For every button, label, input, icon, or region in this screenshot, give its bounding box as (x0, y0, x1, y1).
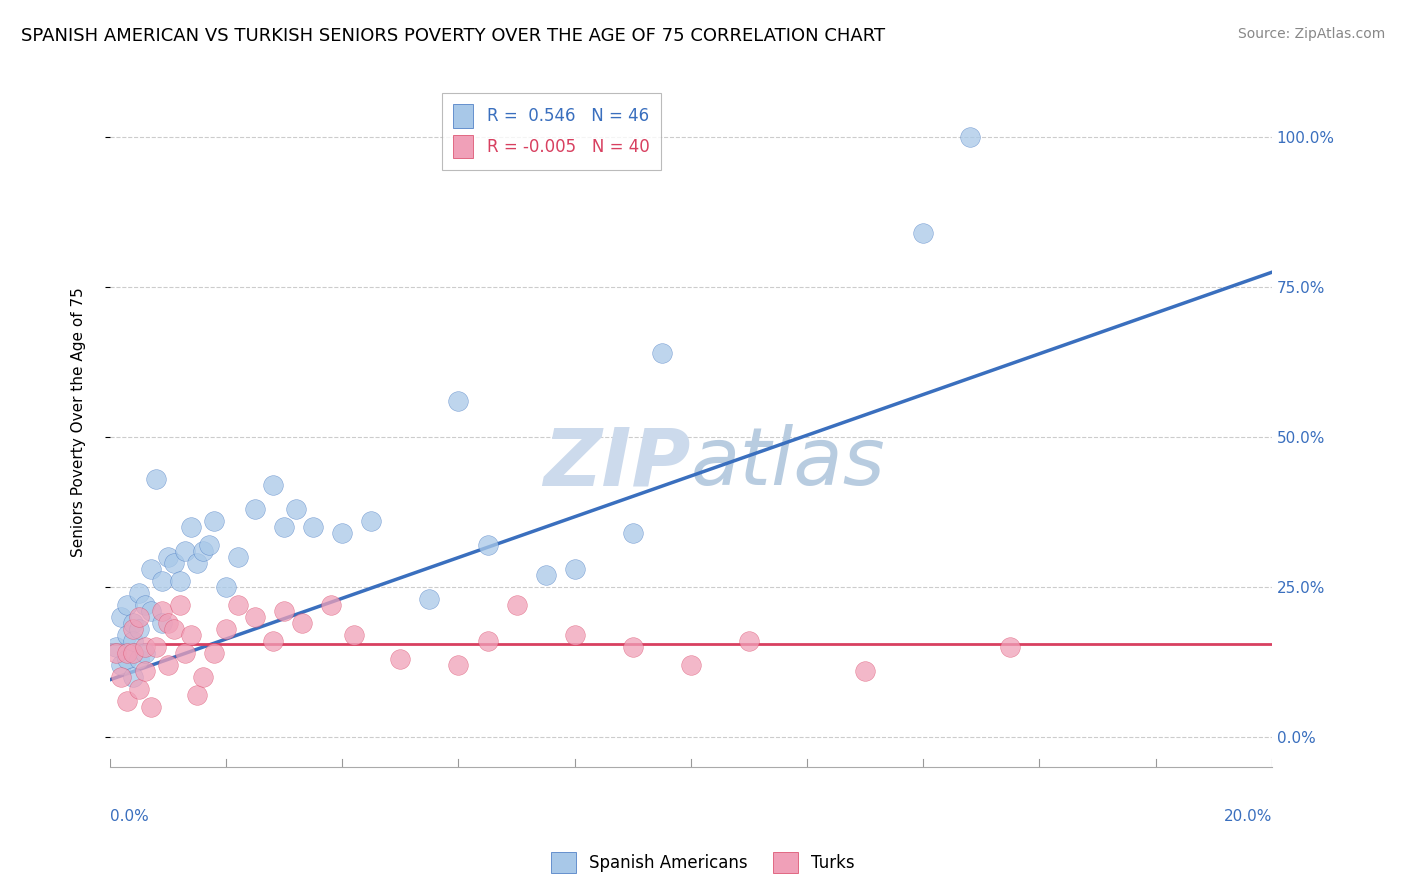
Text: atlas: atlas (690, 425, 886, 502)
Point (621, 640, 644, 654)
Point (139, 604, 162, 618)
Point (197, 538, 219, 552)
Legend: Spanish Americans, Turks: Spanish Americans, Turks (544, 846, 862, 880)
Point (330, 525, 353, 540)
Point (226, 598, 249, 612)
Point (117, 598, 139, 612)
Point (117, 694, 139, 708)
Point (360, 514, 382, 528)
Point (128, 622, 150, 636)
Point (139, 699, 162, 714)
Legend: R =  0.546   N = 46, R = -0.005   N = 40: R = 0.546 N = 46, R = -0.005 N = 40 (441, 93, 661, 169)
Point (273, 520, 295, 534)
Point (959, 130, 981, 145)
Text: 20.0%: 20.0% (1223, 809, 1272, 823)
Point (122, 615, 145, 630)
Point (204, 646, 226, 660)
Point (117, 652, 139, 666)
Point (447, 657, 470, 672)
Point (912, 227, 935, 241)
Text: ZIP: ZIP (544, 425, 690, 502)
Point (343, 628, 366, 642)
Point (853, 664, 876, 678)
Point (163, 556, 186, 570)
Point (191, 544, 214, 558)
Point (145, 640, 167, 654)
Point (651, 346, 673, 360)
Point (122, 670, 145, 684)
Point (447, 394, 470, 409)
Point (134, 640, 156, 654)
Point (679, 657, 702, 672)
Point (104, 646, 127, 660)
Point (122, 646, 145, 660)
Point (145, 472, 167, 486)
Point (215, 622, 238, 636)
Point (534, 567, 557, 582)
Text: Source: ZipAtlas.com: Source: ZipAtlas.com (1237, 27, 1385, 41)
Point (302, 520, 325, 534)
Point (418, 591, 440, 606)
Text: SPANISH AMERICAN VS TURKISH SENIORS POVERTY OVER THE AGE OF 75 CORRELATION CHART: SPANISH AMERICAN VS TURKISH SENIORS POVE… (21, 27, 886, 45)
Point (122, 622, 145, 636)
Point (621, 525, 644, 540)
Point (104, 640, 127, 654)
Point (117, 646, 139, 660)
Point (150, 604, 173, 618)
Point (110, 610, 132, 624)
Point (243, 502, 266, 516)
Point (117, 628, 139, 642)
Point (180, 520, 202, 534)
Point (564, 628, 586, 642)
Point (1000, 640, 1022, 654)
Point (139, 562, 162, 576)
Point (163, 622, 186, 636)
Text: 0.0%: 0.0% (110, 809, 149, 823)
Point (204, 514, 226, 528)
Point (505, 598, 527, 612)
Point (150, 615, 173, 630)
Point (262, 633, 284, 648)
Point (156, 615, 179, 630)
Point (128, 652, 150, 666)
Point (319, 598, 342, 612)
Point (174, 646, 197, 660)
Point (134, 664, 156, 678)
Point (389, 652, 412, 666)
Point (134, 598, 156, 612)
Point (134, 646, 156, 660)
Point (156, 549, 179, 564)
Point (477, 538, 499, 552)
Point (477, 633, 499, 648)
Point (284, 502, 307, 516)
Point (243, 610, 266, 624)
Point (186, 556, 208, 570)
Point (262, 478, 284, 492)
Point (273, 604, 295, 618)
Point (180, 628, 202, 642)
Point (156, 657, 179, 672)
Point (122, 633, 145, 648)
Point (174, 544, 197, 558)
Point (738, 633, 761, 648)
Point (169, 574, 191, 588)
Y-axis label: Seniors Poverty Over the Age of 75: Seniors Poverty Over the Age of 75 (72, 287, 86, 557)
Point (191, 670, 214, 684)
Point (291, 615, 314, 630)
Point (128, 681, 150, 696)
Point (128, 586, 150, 600)
Point (226, 549, 249, 564)
Point (215, 580, 238, 594)
Point (150, 574, 173, 588)
Point (564, 562, 586, 576)
Point (110, 657, 132, 672)
Point (169, 598, 191, 612)
Point (128, 610, 150, 624)
Point (186, 688, 208, 702)
Point (110, 670, 132, 684)
